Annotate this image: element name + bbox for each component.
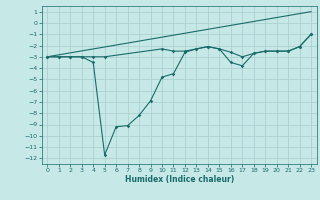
X-axis label: Humidex (Indice chaleur): Humidex (Indice chaleur) [124,175,234,184]
